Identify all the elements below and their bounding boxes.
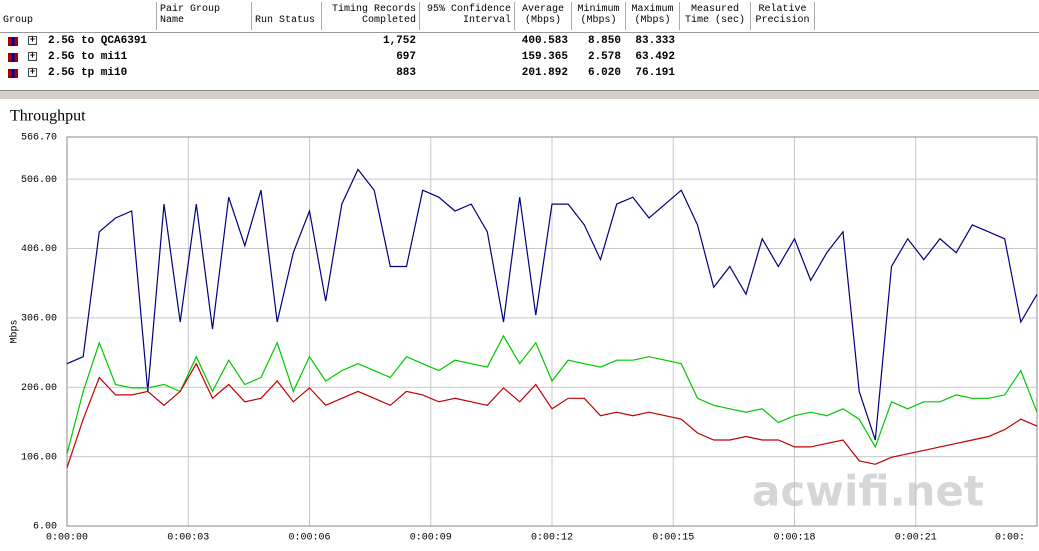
cell-records: 1,752: [382, 35, 416, 47]
y-axis-label: Mbps: [9, 319, 21, 343]
series-line: [66, 334, 1038, 454]
pair-icon: [8, 69, 18, 78]
cell-average: 159.365: [521, 51, 568, 63]
header-line: Name: [160, 15, 185, 26]
cell-average: 201.892: [521, 67, 568, 79]
pair-icon: [8, 37, 18, 46]
header-line: Completed: [361, 15, 416, 26]
y-tick-label: 406.00: [21, 244, 57, 255]
header-line: Group: [3, 15, 34, 26]
cell-maximum: 76.191: [635, 67, 675, 79]
y-tick-label: 6.00: [33, 522, 57, 533]
header-line: Interval: [462, 15, 511, 26]
column-header: Maximum (Mbps): [626, 2, 680, 30]
column-header: Group: [0, 2, 157, 30]
y-tick-label: 106.00: [21, 452, 57, 463]
separator: [0, 90, 1039, 100]
header-line: (Mbps): [524, 15, 561, 26]
cell-minimum: 8.850: [587, 35, 621, 47]
series-line: [66, 362, 1038, 468]
expand-button[interactable]: +: [28, 51, 37, 61]
x-tick-label: 0:00:15: [652, 533, 694, 544]
cell-minimum: 2.578: [587, 51, 621, 63]
cell-maximum: 63.492: [635, 51, 675, 63]
y-tick-label: 566.70: [21, 133, 57, 144]
cell-maximum: 83.333: [635, 35, 675, 47]
header-line: 95% Confidence: [426, 4, 511, 15]
column-header: Relative Precision: [751, 2, 815, 30]
cell-average: 400.583: [521, 35, 568, 47]
header-line: (Mbps): [580, 15, 617, 26]
expand-button[interactable]: +: [28, 35, 37, 45]
y-tick-label: 206.00: [21, 383, 57, 394]
column-header: Average (Mbps): [515, 2, 572, 30]
x-tick-label: 0:00:21: [895, 533, 937, 544]
cell-minimum: 6.020: [587, 67, 621, 79]
header-line: Time (sec): [684, 15, 745, 26]
group-name: 2.5G tp mi10: [48, 67, 128, 79]
expand-button[interactable]: +: [28, 67, 37, 77]
x-tick-label: 0:00:06: [288, 533, 330, 544]
column-header: Pair Group Name: [157, 2, 252, 30]
header-line: (Mbps): [634, 15, 671, 26]
column-header: Minimum (Mbps): [572, 2, 626, 30]
group-name: 2.5G to QCA6391: [48, 35, 148, 47]
chart-title: Throughput: [10, 108, 86, 125]
x-tick-label: 0:00:18: [773, 533, 815, 544]
header-line: Timing Records: [331, 4, 416, 15]
header-line: Minimum: [577, 4, 620, 15]
header-line: Average: [521, 4, 564, 15]
column-header: Measured Time (sec): [680, 2, 751, 30]
column-header: Run Status: [252, 2, 322, 30]
y-tick-label: 306.00: [21, 314, 57, 325]
watermark: acwifi.net: [752, 467, 984, 516]
plot-border: [66, 136, 1038, 527]
header-line: Maximum: [631, 4, 674, 15]
cell-records: 883: [396, 67, 416, 79]
table-header: Group Pair Group Name Run Status Timing Reco…: [0, 0, 1039, 33]
y-tick-label: 506.00: [21, 175, 57, 186]
x-tick-label: 0:00:: [995, 533, 1025, 544]
cell-records: 697: [396, 51, 416, 63]
x-tick-label: 0:00:12: [531, 533, 573, 544]
table-row: +2.5G tp mi10 883 201.892 6.020 76.191: [0, 65, 1039, 81]
table-row: +2.5G to QCA6391 1,752 400.583 8.850 83.333: [0, 33, 1039, 49]
column-header: Timing Records Completed: [322, 2, 420, 30]
x-tick-label: 0:00:03: [167, 533, 209, 544]
group-name: 2.5G to mi11: [48, 51, 128, 63]
header-line: Pair Group: [160, 4, 221, 15]
header-line: Measured: [690, 4, 739, 15]
x-tick-label: 0:00:00: [46, 533, 88, 544]
header-line: Relative: [758, 4, 807, 15]
column-header: 95% Confidence Interval: [420, 2, 515, 30]
table-row: +2.5G to mi11 697 159.365 2.578 63.492: [0, 49, 1039, 65]
header-line: Run Status: [255, 15, 316, 26]
x-tick-label: 0:00:09: [410, 533, 452, 544]
header-line: Precision: [755, 15, 810, 26]
chart: Throughput Mbps 6.00 106.00 206.00 306.00 406.…: [9, 108, 1038, 544]
series-line: [66, 168, 1038, 441]
pair-icon: [8, 53, 18, 62]
